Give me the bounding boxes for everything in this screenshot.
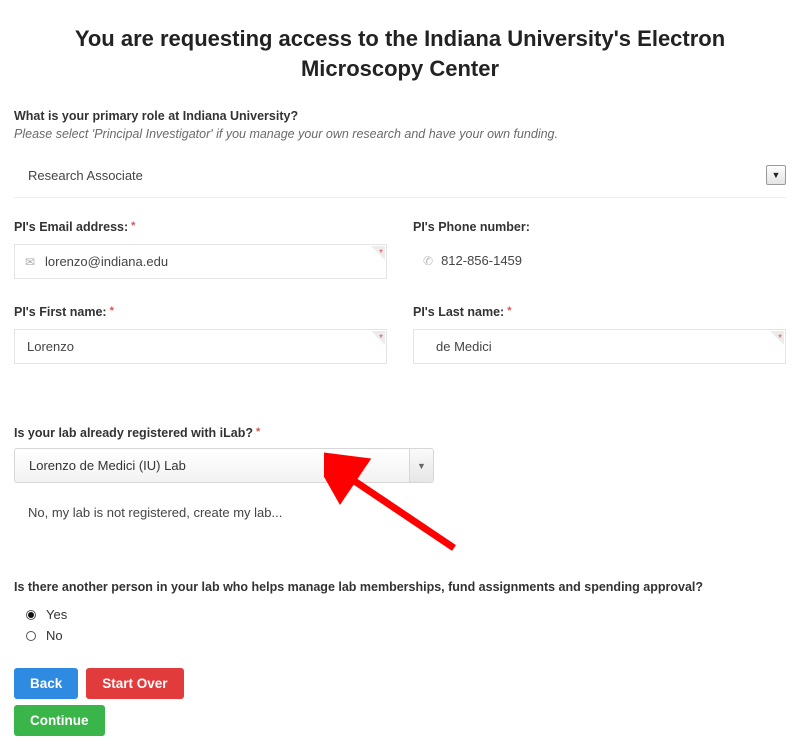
radio-icon	[26, 610, 36, 620]
back-button[interactable]: Back	[14, 668, 78, 699]
pi-firstname-value: Lorenzo	[27, 339, 74, 354]
continue-button[interactable]: Continue	[14, 705, 105, 736]
pi-email-label: PI's Email address:*	[14, 220, 387, 234]
manager-option-no[interactable]: No	[26, 625, 786, 646]
pi-phone-label: PI's Phone number:	[413, 220, 786, 234]
required-icon: *	[507, 305, 511, 317]
manager-question: Is there another person in your lab who …	[14, 580, 786, 594]
manager-option-label: No	[46, 628, 63, 643]
chevron-down-icon[interactable]: ▼	[766, 165, 786, 185]
manager-option-label: Yes	[46, 607, 67, 622]
role-hint: Please select 'Principal Investigator' i…	[14, 127, 786, 141]
lab-select[interactable]: Lorenzo de Medici (IU) Lab ▼	[14, 448, 434, 483]
create-lab-option[interactable]: No, my lab is not registered, create my …	[14, 495, 786, 524]
pi-lastname-value: de Medici	[436, 339, 492, 354]
envelope-icon: ✉	[25, 255, 35, 269]
manager-option-yes[interactable]: Yes	[26, 604, 786, 625]
role-question: What is your primary role at Indiana Uni…	[14, 109, 786, 123]
phone-icon: ✆	[423, 254, 433, 268]
lab-question: Is your lab already registered with iLab…	[14, 426, 786, 440]
pi-phone-value: ✆812-856-1459	[413, 244, 786, 277]
required-icon: *	[131, 220, 135, 232]
chevron-down-icon[interactable]: ▼	[409, 449, 433, 482]
start-over-button[interactable]: Start Over	[86, 668, 183, 699]
pi-lastname-label: PI's Last name:*	[413, 305, 786, 319]
role-select[interactable]: Research Associate ▼	[14, 157, 786, 198]
pi-email-value: lorenzo@indiana.edu	[45, 254, 168, 269]
role-selected-value: Research Associate	[14, 168, 143, 183]
radio-icon	[26, 631, 36, 641]
page-title: You are requesting access to the Indiana…	[14, 24, 786, 83]
pi-firstname-input[interactable]: Lorenzo *	[14, 329, 387, 364]
required-icon: *	[256, 426, 260, 438]
required-icon: *	[110, 305, 114, 317]
lab-selected-value: Lorenzo de Medici (IU) Lab	[29, 458, 186, 473]
pi-firstname-label: PI's First name:*	[14, 305, 387, 319]
pi-lastname-input[interactable]: de Medici *	[413, 329, 786, 364]
pi-email-input[interactable]: ✉ lorenzo@indiana.edu *	[14, 244, 387, 279]
